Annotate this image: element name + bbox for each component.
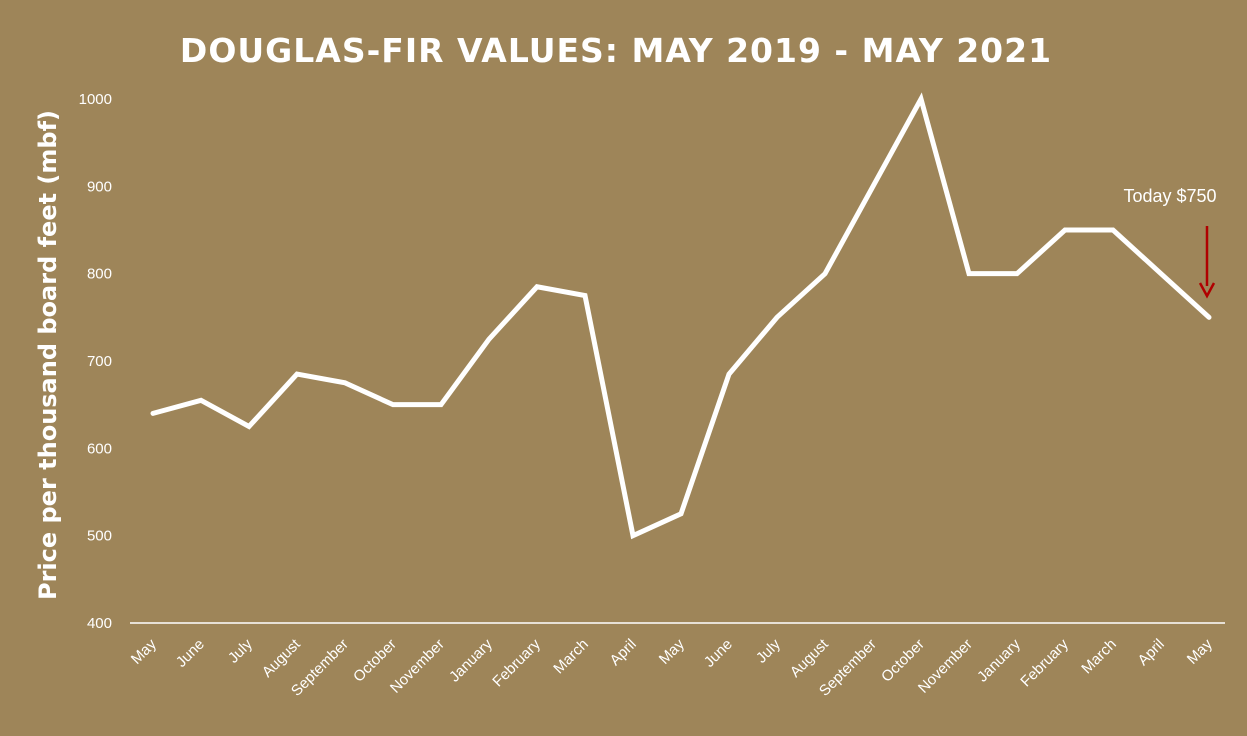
y-tick-label: 600 (87, 440, 112, 457)
y-tick-label: 1000 (79, 91, 112, 108)
x-tick-label: February (1017, 635, 1072, 690)
x-tick-label: June (701, 636, 736, 671)
x-tick-label: July (753, 635, 784, 666)
annotation-arrow-head (1198, 282, 1216, 299)
y-tick-label: 400 (87, 615, 112, 632)
x-tick-label: May (128, 635, 160, 667)
x-tick-label: February (489, 635, 544, 690)
y-tick-label: 800 (87, 266, 112, 283)
x-tick-label: April (1135, 636, 1168, 669)
x-tick-label: March (1078, 636, 1119, 677)
series-line (150, 92, 1212, 540)
x-tick-label: July (225, 635, 256, 666)
x-tick-label: May (1184, 635, 1216, 667)
y-axis-ticks: 400 500 600 700 800 900 1000 (79, 91, 112, 632)
annotation-layer: Today $750 (1123, 186, 1217, 299)
y-tick-label: 900 (87, 178, 112, 195)
x-tick-label: May (656, 635, 688, 667)
y-tick-label: 700 (87, 353, 112, 370)
y-tick-label: 500 (87, 528, 112, 545)
x-tick-label: April (607, 636, 640, 669)
x-tick-label: June (173, 636, 208, 671)
chart-title: DOUGLAS-FIR VALUES: MAY 2019 - MAY 2021 (180, 31, 1052, 70)
drop-lines (152, 99, 1210, 623)
annotation-label: Today $750 (1123, 186, 1216, 206)
x-tick-label: August (259, 635, 305, 681)
x-tick-label: August (787, 635, 833, 681)
x-axis-tick-labels: May June July AugustSeptemberOctoberNovembe… (128, 635, 1216, 699)
series-layer (150, 92, 1212, 540)
x-tick-label: March (550, 636, 591, 677)
y-axis-label: Price per thousand board feet (mbf) (34, 110, 62, 600)
